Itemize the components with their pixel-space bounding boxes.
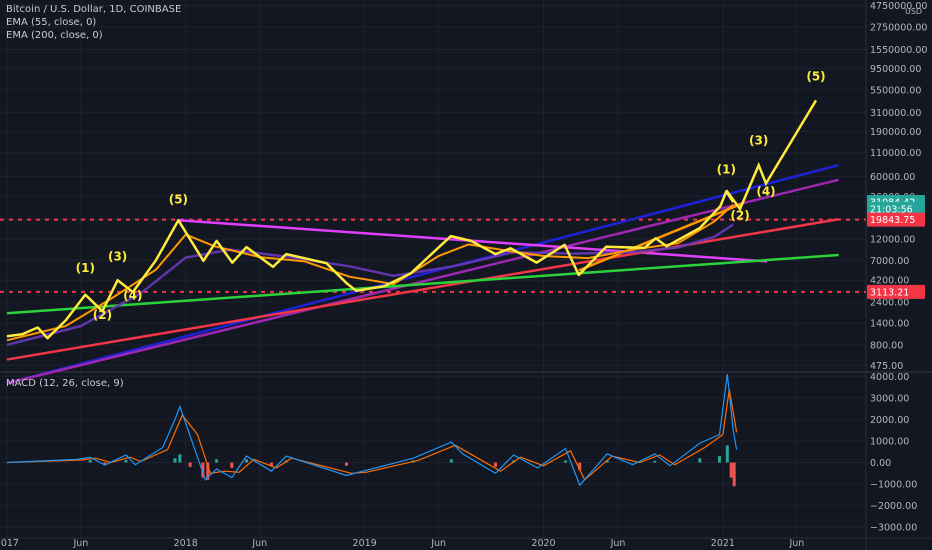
macd-histogram-bar [493, 462, 497, 467]
time-axis-label: 2021 [711, 538, 735, 549]
wave-label: (1) [76, 261, 95, 275]
price-tag-label: 3113.21 [870, 287, 909, 298]
price-axis-label: 800.00 [870, 340, 903, 351]
macd-histogram-bar [344, 462, 348, 466]
macd-histogram-bar [230, 462, 234, 468]
macd-histogram-bar [605, 460, 609, 463]
series-ema200[interactable] [6, 223, 734, 347]
price-axis-label: 950000.00 [870, 64, 921, 75]
wave-label: (1) [717, 162, 736, 176]
macd-histogram-bar [653, 460, 657, 463]
macd-histogram-bar [564, 460, 568, 463]
macd-line[interactable] [6, 374, 738, 487]
ema200-legend[interactable]: EMA (200, close, 0) [6, 30, 103, 41]
macd-histogram-bar [188, 462, 192, 467]
price-axis-label: 1550000.00 [870, 45, 927, 56]
macd-histogram-bar [215, 459, 219, 463]
price-tag-box[interactable] [867, 284, 925, 299]
series-price[interactable] [6, 190, 735, 340]
series-ema55[interactable] [6, 204, 734, 342]
macd-axis-label: 2000.00 [870, 415, 909, 426]
time-axis-label: Jun [72, 538, 88, 549]
price-axis-label: 310000.00 [870, 108, 921, 119]
macd-axis-label: 1000.00 [870, 436, 909, 447]
time-axis-label: Jun [788, 538, 804, 549]
wave-label: (2) [93, 308, 112, 322]
wave-label: (4) [756, 184, 775, 198]
macd-histogram-bar [173, 458, 177, 463]
trend-line-red[interactable] [6, 218, 839, 361]
price-axis-label: 60000.00 [870, 172, 915, 183]
macd-histogram-bar [729, 462, 733, 478]
macd-histogram-bar [732, 462, 736, 487]
macd-histogram-bar [124, 459, 128, 463]
price-axis-label: 1400.00 [870, 319, 909, 330]
trend-line-orange-channel[interactable] [578, 202, 743, 272]
macd-histogram-bar [88, 459, 92, 463]
trend-lines [6, 163, 839, 385]
price-axis-label: 475.00 [870, 361, 903, 372]
price-axis-label: 190000.00 [870, 127, 921, 138]
price-axis-label: 550000.00 [870, 85, 921, 96]
wave-labels: (1) (2) (3) (4) (5) (1) (2) (3) (4) (5) [76, 69, 826, 322]
macd-histogram-bar [578, 462, 582, 471]
time-axis-label: 2018 [174, 538, 198, 549]
macd-axis-label: 4000.00 [870, 372, 909, 383]
macd-histogram-bar [717, 456, 721, 463]
macd-axis-label: −1000.00 [870, 480, 917, 491]
symbol-legend[interactable]: Bitcoin / U.S. Dollar, 1D, COINBASE [6, 4, 182, 15]
macd-histogram-bar [206, 462, 210, 480]
macd-axis-label: 0.00 [870, 458, 891, 469]
macd-axis-label: 3000.00 [870, 393, 909, 404]
price-axis-label: 4200.00 [870, 276, 909, 287]
macd-histogram-bar [725, 445, 729, 463]
currency-label: USD [905, 7, 922, 16]
time-axis-label: 2020 [531, 538, 555, 549]
macd-axis-label: −2000.00 [870, 501, 917, 512]
macd-histogram-bar [698, 458, 702, 463]
macd-histogram-bar [178, 454, 182, 463]
price-tag-label: 19843.75 [870, 215, 915, 226]
trend-line-purple[interactable] [6, 178, 839, 385]
macd-axis-label: −3000.00 [870, 523, 917, 534]
price-tag-label: 21:03:56 [870, 205, 913, 216]
time-axis-label: 2019 [353, 538, 377, 549]
macd-histogram-bar [270, 462, 274, 466]
wave-label: (3) [749, 134, 768, 148]
trend-line-green[interactable] [6, 253, 839, 315]
wave-label: (4) [123, 289, 142, 303]
price-axis-label: 12000.00 [870, 235, 915, 246]
time-axis-label: 2017 [0, 538, 19, 549]
macd-histogram-bar [201, 462, 205, 478]
wave-label: (5) [806, 69, 825, 83]
wave-label: (2) [730, 208, 749, 222]
price-axis-label: 7000.00 [870, 256, 909, 267]
price-axis-label: 4750000.00 [870, 1, 927, 12]
price-axis-label: 110000.00 [870, 148, 921, 159]
price-axis-label: 2400.00 [870, 298, 909, 309]
price-axis-label: 2750000.00 [870, 23, 927, 34]
macd-pane: −3000.00 −2000.00 −1000.00 0.00 1000.00 2000.… [6, 372, 917, 534]
macd-histogram-bar [245, 459, 249, 463]
wave-label: (5) [169, 192, 188, 206]
time-axis-label: Jun [430, 538, 446, 549]
macd-legend[interactable]: MACD (12, 26, close, 9) [6, 378, 124, 389]
price-tag-box[interactable] [867, 202, 925, 217]
ema55-legend[interactable]: EMA (55, close, 0) [6, 17, 97, 28]
projected-wave-path[interactable] [725, 99, 818, 212]
price-tag-box[interactable] [867, 212, 925, 227]
macd-histogram-bar [103, 462, 107, 466]
macd-histogram-bar [449, 459, 453, 463]
time-axis-label: Jun [610, 538, 626, 549]
trend-line-blue[interactable] [6, 163, 839, 385]
wave-label: (3) [108, 249, 127, 263]
macd-signal-line[interactable] [6, 389, 738, 481]
time-axis: 2017 Jun 2018 Jun 2019 Jun 2020 Jun 2021 Jun [0, 538, 804, 549]
time-axis-label: Jun [251, 538, 267, 549]
